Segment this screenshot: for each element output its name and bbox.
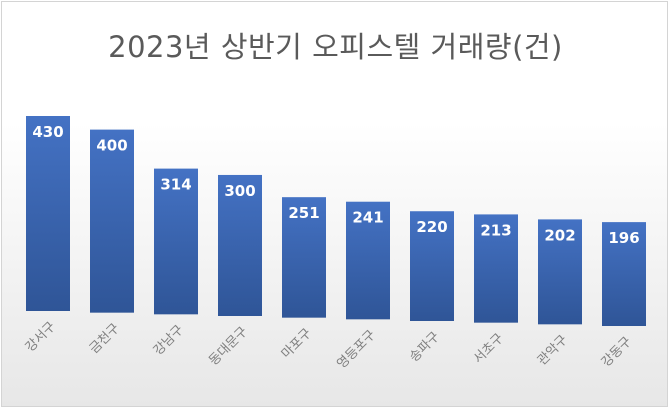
category-label: 영등포구 — [334, 328, 378, 372]
bar-송파구 — [410, 211, 454, 321]
bar-영등포구 — [346, 201, 390, 320]
data-label: 241 — [352, 209, 383, 227]
bar-마포구 — [282, 197, 326, 318]
category-label: 금천구 — [87, 321, 123, 357]
category-label: 관악구 — [535, 333, 571, 369]
data-label: 251 — [288, 204, 319, 222]
bar-금천구 — [90, 129, 134, 313]
bar-동대문구 — [218, 174, 262, 316]
data-label: 213 — [480, 221, 511, 239]
data-label: 430 — [32, 123, 63, 141]
category-label: 송파구 — [407, 329, 443, 365]
data-label: 400 — [96, 137, 127, 155]
category-label: 서초구 — [471, 331, 507, 367]
category-label: 마포구 — [279, 326, 315, 362]
bar-강서구 — [26, 116, 70, 311]
category-label: 강남구 — [151, 323, 187, 359]
category-label: 동대문구 — [206, 324, 250, 368]
category-label: 강동구 — [599, 334, 635, 370]
bar-강동구 — [602, 222, 646, 326]
bar-서초구 — [474, 214, 518, 323]
data-label: 314 — [160, 176, 191, 194]
data-label: 196 — [608, 229, 639, 247]
data-label: 202 — [544, 226, 575, 244]
category-label: 강서구 — [23, 319, 59, 355]
bar-강남구 — [154, 168, 198, 315]
chart-title: 2023년 상반기 오피스텔 거래량(건) — [108, 30, 563, 64]
bar-관악구 — [538, 219, 582, 325]
data-label: 220 — [416, 218, 447, 236]
data-label: 300 — [224, 182, 255, 200]
